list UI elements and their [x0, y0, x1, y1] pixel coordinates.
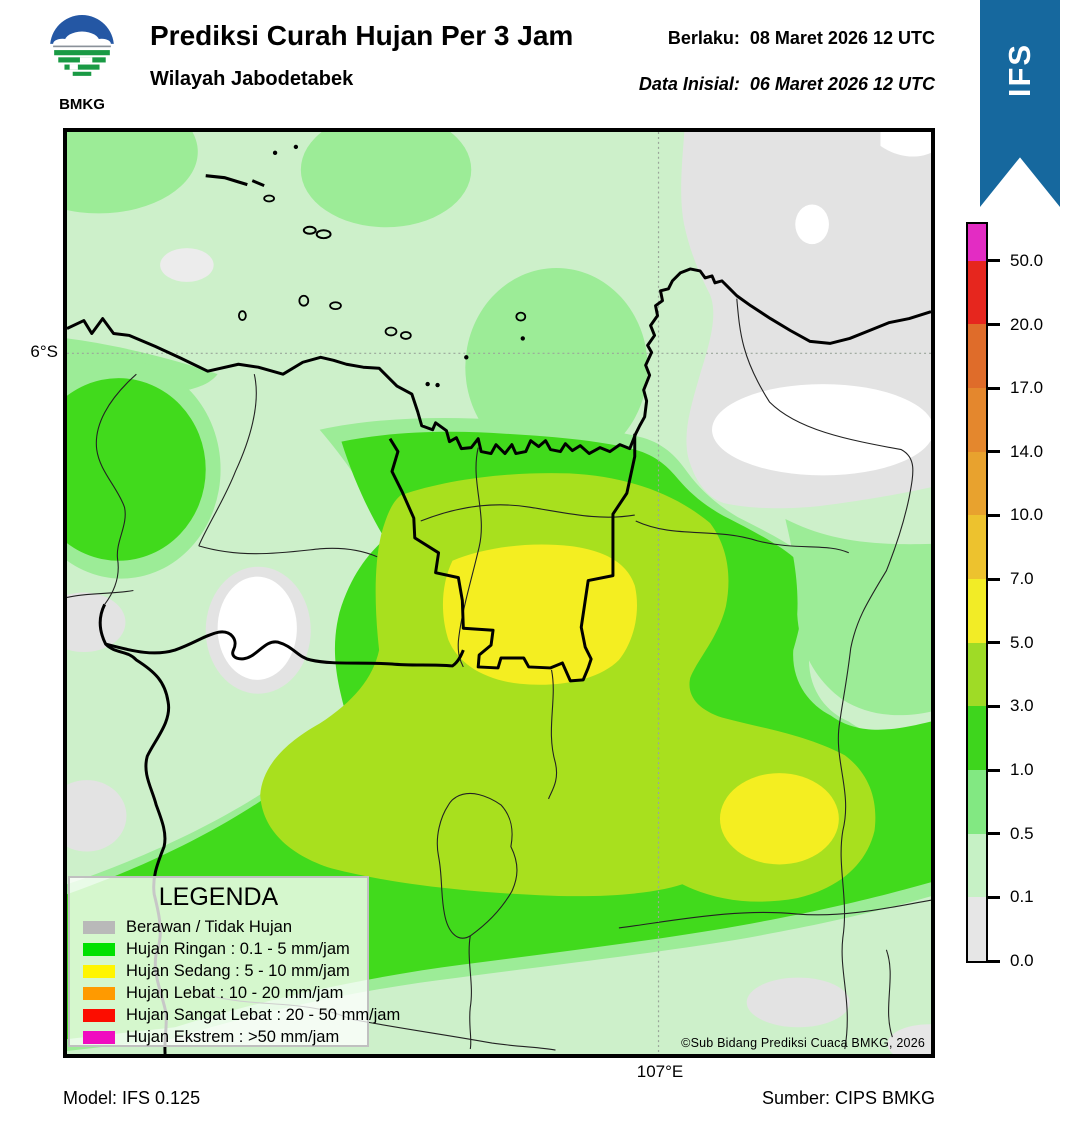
thousand-islands	[205, 144, 527, 388]
colorbar-segment	[968, 706, 986, 770]
colorbar-tick-label: 20.0	[1010, 314, 1044, 334]
colorbar-segment	[968, 579, 986, 643]
colorbar-tick-label: 5.0	[1010, 632, 1034, 652]
legend-item-label: Hujan Sedang : 5 - 10 mm/jam	[126, 961, 350, 980]
district-boundaries	[67, 298, 931, 1051]
legend-item-label: Hujan Ekstrem : >50 mm/jam	[126, 1027, 340, 1046]
rainfall-map: LEGENDA Berawan / Tidak Hujan Hujan Ringa…	[63, 128, 935, 1058]
colorbar-tick	[986, 259, 1000, 263]
legend-item: Hujan Sedang : 5 - 10 mm/jam	[70, 960, 367, 982]
legend-item: Hujan Sangat Lebat : 20 - 50 mm/jam	[70, 1004, 400, 1026]
colorbar-tick	[986, 323, 1000, 326]
colorbar-tick-label: 0.5	[1010, 823, 1034, 843]
colorbar-tick-label: 17.0	[1010, 378, 1044, 398]
legend-swatch	[83, 1008, 115, 1022]
colorbar-tick	[986, 704, 1000, 708]
page-subtitle: Wilayah Jabodetabek	[150, 68, 354, 90]
jakarta-boundary	[388, 433, 637, 683]
valid-time-value: 08 Maret 2026 12 UTC	[749, 28, 935, 48]
init-time-value: 06 Maret 2026 12 UTC	[749, 74, 935, 94]
legend-item: Berawan / Tidak Hujan	[70, 916, 367, 938]
colorbar-tick	[986, 450, 1000, 454]
contour-cloudy-gray	[67, 132, 931, 1054]
init-time-label: Data Inisial:	[638, 74, 740, 94]
colorbar: 50.0 20.0 17.0 14.0 10.0 7.0 5.0 3.0 1.0 0.5 0.1 0.…	[966, 222, 1072, 970]
colorbar-tick-label: 14.0	[1010, 441, 1044, 461]
colorbar-tick-label: 50.0	[1010, 250, 1044, 270]
colorbar-tick-label: 10.0	[1010, 505, 1044, 525]
page-title: Prediksi Curah Hujan Per 3 Jam	[150, 20, 574, 51]
contour-light-tongue	[785, 519, 931, 716]
coastline	[67, 267, 931, 456]
bmkg-logo	[49, 14, 115, 80]
legend-swatch	[83, 964, 115, 978]
legend-swatch	[83, 1030, 115, 1044]
province-boundary-branch	[105, 630, 465, 668]
colorbar-tick	[986, 832, 1000, 836]
colorbar-segment	[968, 324, 986, 389]
legend-item-label: Berawan / Tidak Hujan	[126, 917, 293, 936]
bmkg-logo-text: BMKG	[59, 96, 105, 113]
map-copyright: ©Sub Bidang Prediksi Cuaca BMKG, 2026	[681, 1036, 925, 1050]
lat-label-6s: 6°S	[30, 342, 58, 361]
legend-item: Hujan Lebat : 10 - 20 mm/jam	[70, 982, 367, 1004]
legend-item-label: Hujan Lebat : 10 - 20 mm/jam	[126, 983, 344, 1002]
valid-time-label: Berlaku:	[667, 28, 740, 48]
colorbar-tick-label: 0.0	[1010, 951, 1034, 970]
colorbar-tick-label: 3.0	[1010, 696, 1034, 716]
footer-model: Model: IFS 0.125	[63, 1088, 201, 1108]
colorbar-tick	[986, 513, 1000, 517]
legend-item-label: Hujan Ringan : 0.1 - 5 mm/jam	[126, 939, 350, 958]
colorbar-tick-label: 1.0	[1010, 760, 1034, 780]
legend-rows: Berawan / Tidak Hujan Hujan Ringan : 0.1 …	[70, 916, 400, 1048]
footer-source: Sumber: CIPS BMKG	[761, 1088, 935, 1108]
colorbar-segment	[968, 515, 986, 580]
lon-label-107e: 107°E	[636, 1062, 684, 1081]
init-time-row: Data Inisial: 06 Maret 2026 12 UTC	[639, 74, 935, 95]
colorbar-tick	[986, 386, 1000, 390]
legend-swatch	[83, 920, 115, 934]
colorbar-tick-label: 0.1	[1010, 887, 1034, 907]
colorbar-tick	[986, 577, 1000, 581]
contour-yellow-green	[260, 473, 876, 902]
legend-swatch	[83, 986, 115, 1000]
graticule-lines	[67, 132, 931, 1054]
legend-title: LEGENDA	[158, 883, 279, 911]
legend-box: LEGENDA Berawan / Tidak Hujan Hujan Ringa…	[68, 876, 400, 1048]
colorbar-segment	[968, 833, 986, 898]
colorbar-segment	[968, 388, 986, 452]
legend-swatch	[83, 942, 115, 956]
colorbar-tick	[986, 768, 1000, 772]
legend-item-label: Hujan Sangat Lebat : 20 - 50 mm/jam	[126, 1005, 401, 1024]
valid-time-row: Berlaku: 08 Maret 2026 12 UTC	[668, 28, 935, 49]
colorbar-segment	[968, 642, 986, 707]
colorbar-tick	[986, 959, 1000, 963]
model-ribbon: IFS	[980, 0, 1060, 207]
model-ribbon-text: IFS	[1002, 42, 1037, 98]
legend-item: Hujan Ekstrem : >50 mm/jam	[70, 1026, 367, 1048]
colorbar-tick-label: 7.0	[1010, 569, 1034, 589]
colorbar-segment	[968, 769, 986, 834]
colorbar-segment	[968, 451, 986, 516]
legend-item: Hujan Ringan : 0.1 - 5 mm/jam	[70, 938, 367, 960]
colorbar-segment	[968, 260, 986, 325]
bmkg-logo-icon	[50, 15, 114, 79]
colorbar-segment	[968, 897, 986, 961]
colorbar-tick	[986, 895, 1000, 899]
colorbar-scale	[966, 222, 988, 963]
colorbar-segment	[968, 224, 986, 261]
colorbar-tick	[986, 641, 1000, 645]
